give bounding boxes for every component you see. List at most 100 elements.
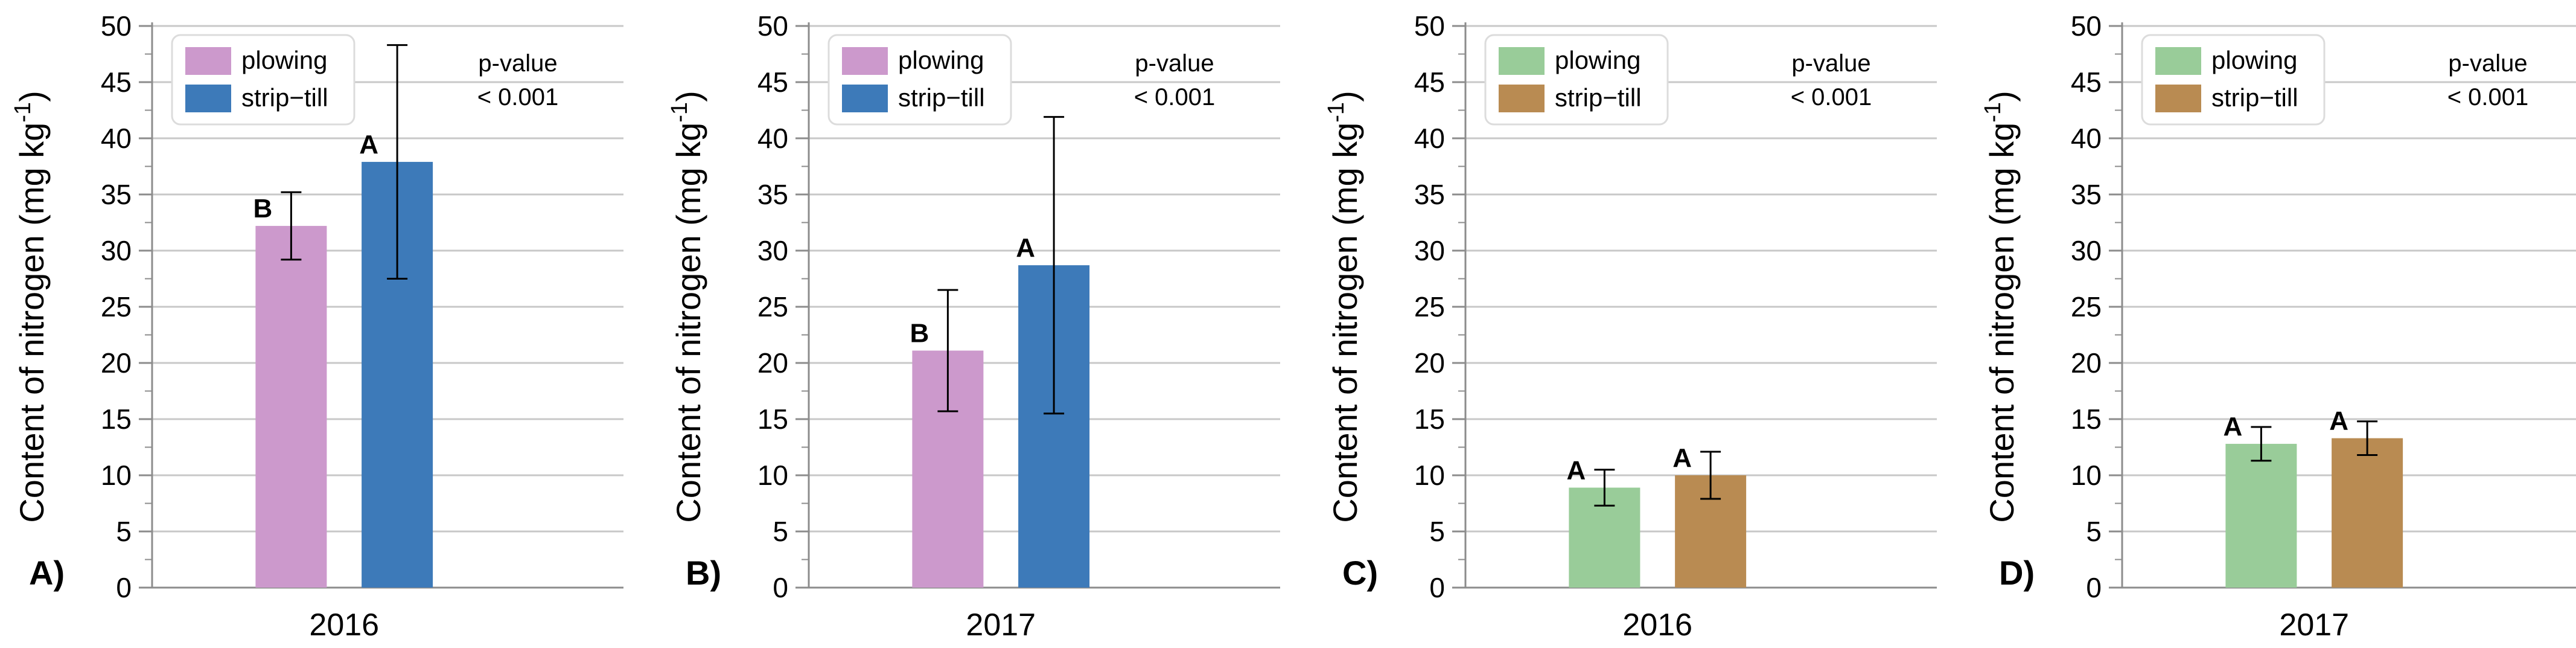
y-tick-label: 0	[2086, 572, 2102, 603]
y-tick-label: 5	[1429, 516, 1445, 547]
y-tick-label: 35	[2071, 179, 2102, 210]
y-tick-label: 45	[101, 66, 132, 98]
significance-letter: A	[1672, 443, 1692, 473]
y-tick-label: 20	[1414, 347, 1445, 379]
y-axis-title-close: )	[1326, 91, 1364, 102]
y-tick-label: 5	[116, 516, 132, 547]
legend-label: strip−till	[1555, 83, 1642, 112]
significance-letter: B	[910, 319, 929, 348]
y-tick-label: 20	[2071, 347, 2102, 379]
y-axis-title-main: Content of nitrogen (mg kg	[1983, 123, 2021, 523]
p-value-value: < 0.001	[1791, 84, 1872, 111]
legend-swatch	[1499, 47, 1545, 75]
y-tick-label: 40	[2071, 123, 2102, 154]
legend-label: plowing	[898, 46, 984, 74]
y-tick-label: 25	[101, 291, 132, 322]
y-axis-title: Content of nitrogen (mg kg-1)	[667, 91, 707, 522]
y-axis-title: Content of nitrogen (mg kg-1)	[1324, 91, 1364, 522]
bar-plowing	[255, 226, 327, 588]
legend-swatch	[842, 47, 888, 75]
y-tick-label: 50	[1414, 10, 1445, 42]
legend-swatch	[1499, 85, 1545, 112]
significance-letter: A	[1016, 233, 1035, 263]
y-tick-label: 25	[1414, 291, 1445, 322]
legend-swatch	[2155, 85, 2201, 112]
y-tick-label: 20	[101, 347, 132, 379]
y-tick-label: 15	[1414, 403, 1445, 435]
y-tick-label: 50	[757, 10, 788, 42]
legend-swatch	[185, 85, 231, 112]
y-axis-title-close: )	[669, 91, 707, 102]
y-axis-title: Content of nitrogen (mg kg-1)	[1980, 91, 2021, 522]
legend-label: plowing	[2211, 46, 2297, 74]
y-tick-label: 50	[101, 10, 132, 42]
panel-label-c: C)	[1342, 554, 1378, 592]
y-tick-label: 10	[2071, 460, 2102, 491]
legend-label: strip−till	[898, 83, 985, 112]
y-tick-label: 40	[757, 123, 788, 154]
y-axis-title-main: Content of nitrogen (mg kg	[13, 123, 51, 523]
y-tick-label: 20	[757, 347, 788, 379]
significance-letter: A	[2329, 406, 2348, 436]
p-value-value: < 0.001	[2447, 84, 2529, 111]
y-tick-label: 40	[1414, 123, 1445, 154]
y-tick-label: 10	[1414, 460, 1445, 491]
y-tick-label: 0	[116, 572, 132, 603]
y-tick-label: 40	[101, 123, 132, 154]
x-category-label: 2016	[1622, 608, 1692, 643]
legend-swatch	[842, 85, 888, 112]
legend-swatch	[185, 47, 231, 75]
bar-strip-till	[2332, 438, 2403, 588]
y-tick-label: 10	[757, 460, 788, 491]
y-tick-label: 45	[2071, 66, 2102, 98]
y-tick-label: 30	[101, 235, 132, 266]
p-value-title: p-value	[478, 50, 557, 77]
legend-label: strip−till	[241, 83, 328, 112]
x-category-label: 2017	[966, 608, 1036, 643]
p-value-title: p-value	[1791, 50, 1870, 77]
p-value-value: < 0.001	[477, 84, 559, 111]
legend-label: plowing	[241, 46, 327, 74]
y-tick-label: 15	[2071, 403, 2102, 435]
panel-label-d: D)	[1999, 554, 2035, 592]
p-value-title: p-value	[2448, 50, 2527, 77]
y-tick-label: 15	[101, 403, 132, 435]
x-category-label: 2017	[2279, 608, 2349, 643]
y-tick-label: 0	[773, 572, 788, 603]
y-axis-title-close: )	[1983, 91, 2021, 102]
y-tick-label: 45	[757, 66, 788, 98]
legend-swatch	[2155, 47, 2201, 75]
y-tick-label: 15	[757, 403, 788, 435]
y-axis-title-superscript: -1	[1980, 102, 2006, 123]
y-axis-title-superscript: -1	[667, 102, 692, 123]
bar-plowing	[2225, 443, 2297, 588]
y-axis-title-superscript: -1	[10, 102, 36, 123]
y-tick-label: 45	[1414, 66, 1445, 98]
y-tick-label: 25	[757, 291, 788, 322]
y-tick-label: 35	[757, 179, 788, 210]
legend-label: plowing	[1555, 46, 1640, 74]
y-tick-label: 30	[757, 235, 788, 266]
y-axis-title-main: Content of nitrogen (mg kg	[669, 123, 707, 523]
panel-label-a: A)	[29, 554, 65, 592]
y-tick-label: 10	[101, 460, 132, 491]
significance-letter: B	[253, 194, 273, 223]
significance-letter: A	[359, 130, 378, 159]
y-axis-title-main: Content of nitrogen (mg kg	[1326, 123, 1364, 523]
panel-label-b: B)	[686, 554, 721, 592]
y-tick-label: 35	[101, 179, 132, 210]
y-tick-label: 5	[2086, 516, 2102, 547]
p-value-value: < 0.001	[1134, 84, 1216, 111]
y-tick-label: 30	[2071, 235, 2102, 266]
legend-label: strip−till	[2211, 83, 2298, 112]
significance-letter: A	[1567, 455, 1586, 485]
y-axis-title-superscript: -1	[1324, 102, 1349, 123]
p-value-title: p-value	[1135, 50, 1214, 77]
y-tick-label: 50	[2071, 10, 2102, 42]
y-tick-label: 30	[1414, 235, 1445, 266]
